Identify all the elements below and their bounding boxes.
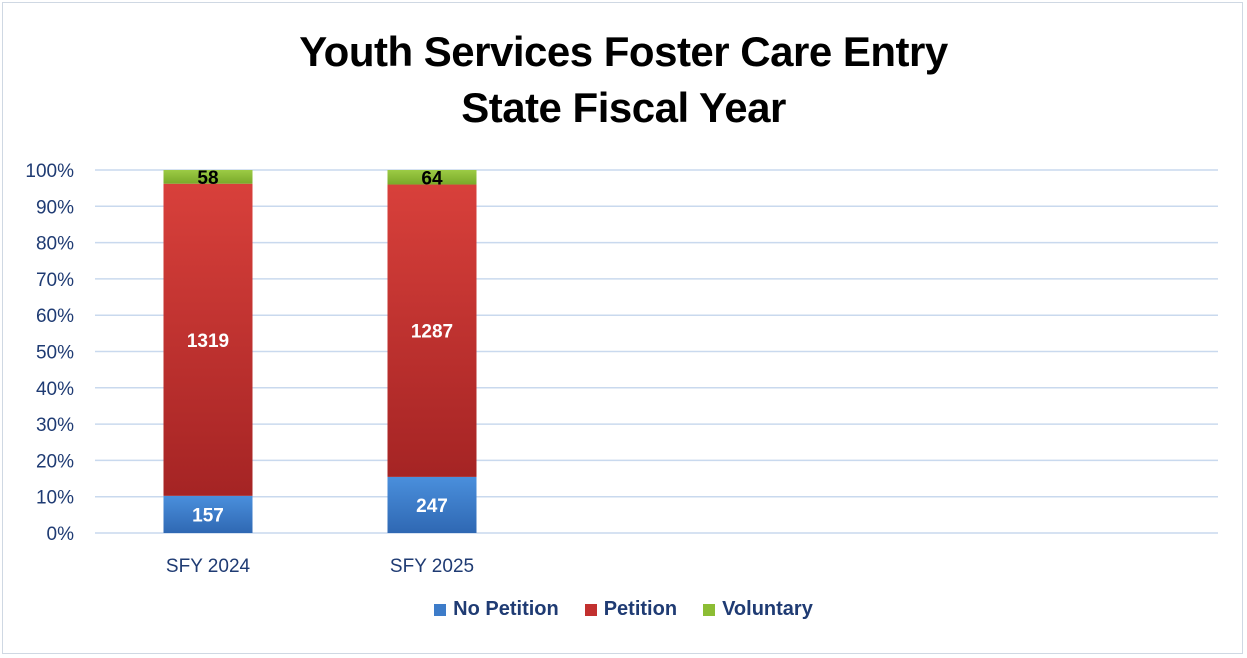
bar-segment-petition — [387, 184, 477, 477]
legend-swatch — [434, 603, 447, 616]
y-tick-label: 0% — [47, 524, 75, 545]
legend: No Petition Petition Voluntary — [0, 598, 1247, 621]
y-tick-label: 70% — [36, 270, 74, 291]
data-label: 58 — [197, 168, 218, 189]
legend-item: No Petition — [434, 598, 559, 621]
legend-swatch — [703, 603, 716, 616]
legend-swatch — [584, 603, 597, 616]
y-tick-label: 40% — [36, 379, 74, 400]
y-tick-label: 10% — [36, 488, 74, 509]
legend-label: Petition — [603, 598, 678, 620]
y-tick-label: 20% — [36, 451, 74, 472]
x-tick-label: SFY 2025 — [390, 556, 474, 577]
legend-label: Voluntary — [722, 598, 813, 620]
y-tick-label: 100% — [25, 161, 74, 182]
chart-title-line-2: State Fiscal Year — [461, 84, 786, 131]
y-tick-label: 30% — [36, 415, 74, 436]
legend-label: No Petition — [453, 598, 559, 620]
gridlines — [95, 169, 1218, 534]
data-label: 1319 — [187, 331, 229, 352]
bars: 157 1319 58 247 1287 64 — [163, 168, 477, 533]
y-tick-label: 60% — [36, 306, 74, 327]
legend-item: Petition — [584, 598, 678, 621]
data-label: 247 — [416, 496, 448, 517]
bar-segment-petition — [163, 183, 253, 496]
chart-title-line-1: Youth Services Foster Care Entry — [299, 28, 948, 75]
data-label: 1287 — [411, 322, 453, 343]
y-tick-label: 50% — [36, 343, 74, 364]
y-axis-ticks: 0% 10% 20% 30% 40% 50% 60% 70% 80% 90% 100% — [25, 161, 74, 545]
bar-segment-no-petition — [387, 476, 477, 533]
data-label: 64 — [421, 168, 443, 189]
x-axis-ticks: SFY 2024 SFY 2025 — [166, 556, 474, 577]
y-tick-label: 80% — [36, 234, 74, 255]
data-label: 157 — [192, 505, 224, 526]
bar-segment-voluntary — [387, 170, 477, 185]
legend-item: Voluntary — [703, 598, 813, 621]
bar-segment-voluntary — [163, 170, 253, 184]
x-tick-label: SFY 2024 — [166, 556, 251, 577]
bar-segment-no-petition — [163, 495, 253, 533]
y-tick-label: 90% — [36, 197, 74, 218]
